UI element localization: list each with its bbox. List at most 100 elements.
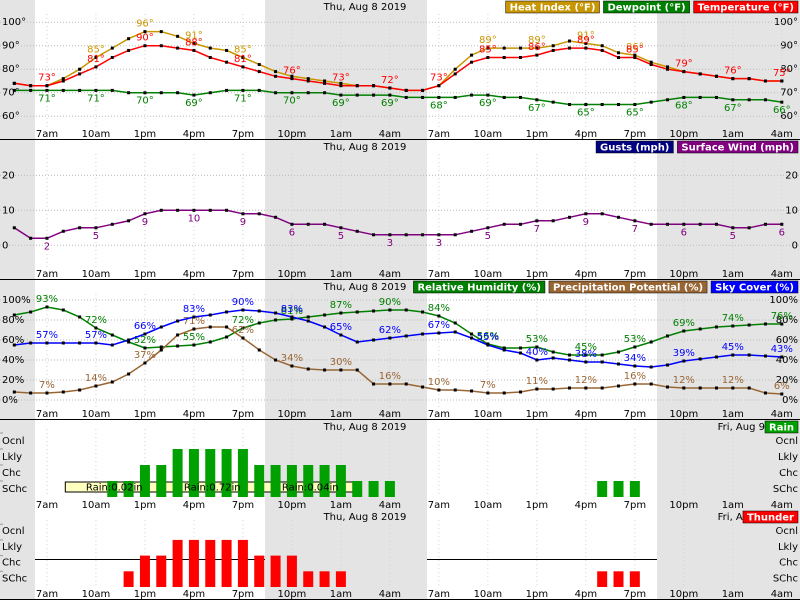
data-label: 11% [526, 376, 548, 387]
point [290, 317, 294, 321]
x-tick-label: 4pm [575, 500, 597, 511]
point [192, 343, 196, 347]
point [290, 315, 294, 319]
point [143, 346, 147, 350]
point [192, 327, 196, 331]
point [502, 222, 506, 226]
x-tick-label: 7pm [624, 500, 646, 511]
bar [286, 555, 297, 587]
legend-box [603, 0, 690, 14]
series-line [14, 309, 782, 368]
point [388, 308, 392, 312]
data-label: 45% [575, 342, 597, 353]
point [274, 358, 278, 362]
point [225, 88, 229, 92]
bar [221, 449, 232, 497]
bar [139, 555, 150, 587]
point [159, 348, 163, 352]
point [94, 341, 98, 345]
point [404, 233, 408, 237]
point [584, 102, 588, 106]
data-label: 62% [379, 325, 401, 336]
data-label: 10 [188, 213, 201, 224]
point [45, 341, 49, 345]
point [176, 91, 180, 95]
data-label: 79° [675, 59, 693, 70]
data-label: 66% [134, 321, 156, 332]
point [61, 229, 65, 233]
point [61, 77, 65, 81]
data-label: 67° [528, 103, 546, 114]
x-tick-label: 4am [379, 409, 401, 420]
point [45, 305, 49, 309]
point [437, 331, 441, 335]
point [241, 326, 245, 330]
point [388, 382, 392, 386]
point [470, 93, 474, 97]
data-label: 93% [36, 294, 58, 305]
point [339, 333, 343, 337]
x-tick-label: 7am [36, 589, 58, 600]
x-tick-label: 10am [474, 129, 503, 140]
y-tick-label-right: 90° [780, 41, 798, 52]
date-header: Thu, Aug 8 2019 [323, 142, 407, 153]
series-line [14, 89, 782, 106]
bar [303, 465, 314, 497]
point [355, 368, 359, 372]
y-tick-label-right: Ocnl [776, 526, 799, 537]
y-tick-label-right: 80% [776, 315, 798, 326]
point [388, 336, 392, 340]
point [208, 46, 212, 50]
point [176, 333, 180, 337]
legend-box [413, 280, 546, 294]
data-label: 6 [289, 227, 295, 238]
point [110, 46, 114, 50]
point [78, 315, 82, 319]
x-tick-label: 1pm [526, 129, 548, 140]
point [551, 350, 555, 354]
point [780, 100, 784, 104]
data-label: 86° [528, 42, 546, 53]
data-label: 6 [681, 227, 687, 238]
x-tick-label: 1pm [134, 589, 156, 600]
data-label: 85° [87, 44, 105, 55]
point [421, 332, 425, 336]
point [551, 356, 555, 360]
data-label: 52% [134, 335, 156, 346]
bar [139, 465, 150, 497]
night-shade [0, 280, 35, 419]
point [535, 358, 539, 362]
point [225, 335, 229, 339]
point [241, 88, 245, 92]
data-label: 3 [436, 238, 442, 249]
bar [319, 465, 330, 497]
x-tick-label: 10pm [669, 409, 698, 420]
y-tick-label: SChc [2, 484, 27, 495]
point [633, 53, 637, 57]
point [143, 332, 147, 336]
point [649, 100, 653, 104]
point [584, 360, 588, 364]
data-label: 68° [430, 100, 448, 111]
point [208, 325, 212, 329]
data-label: 81° [234, 54, 252, 65]
point [584, 46, 588, 50]
qpf-label: Rain:0.02in [86, 483, 143, 494]
night-shade [657, 140, 800, 279]
data-label: 71° [87, 93, 105, 104]
y-tick-label: Chc [2, 468, 21, 479]
point [225, 325, 229, 329]
data-label: 73° [430, 73, 448, 84]
x-tick-label: 7am [428, 589, 450, 600]
point [290, 91, 294, 95]
date-header: Thu, Aug 8 2019 [323, 512, 407, 523]
x-tick-label: 7pm [624, 589, 646, 600]
bar [123, 571, 134, 587]
point [176, 46, 180, 50]
point [225, 208, 229, 212]
data-label: 72° [381, 75, 399, 86]
point [617, 102, 621, 106]
point [666, 363, 669, 367]
point [780, 79, 784, 83]
y-tick-label: 100% [2, 295, 31, 306]
